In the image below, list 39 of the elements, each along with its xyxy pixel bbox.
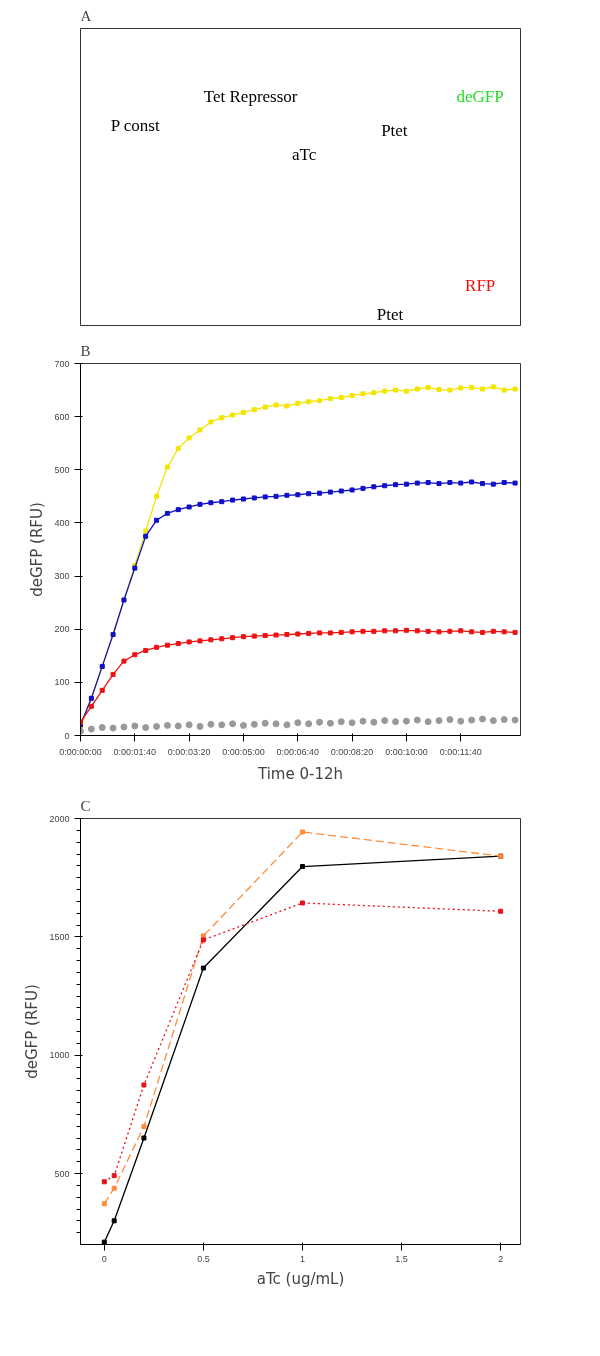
y-tick-label: 700 [54,358,70,369]
text: aTc [292,145,317,164]
x-tick-label: 1.5 [395,1253,408,1264]
y-tick-label: 100 [54,677,70,688]
x-tick-label: 0 [101,1253,107,1264]
x-tick-label: 0:00:03:20 [167,746,211,757]
y-tick-label: 1500 [49,931,70,942]
chart-title: B [80,342,91,359]
x-tick-label: 0:00:06:40 [276,746,320,757]
y-axis-title: deGFP (RFU) [23,984,42,1079]
x-tick-label: 2 [498,1253,504,1264]
x-tick-label: 1 [299,1253,305,1264]
text: P const [110,116,160,136]
x-axis-title: aTc (ug/mL) [256,1269,345,1288]
x-tick-label: 0:00:10:00 [385,746,428,757]
x-tick-label: 0:00:01:40 [113,746,157,757]
x-axis-title: Time 0-12h [256,764,344,783]
y-tick-label: 500 [54,1168,70,1179]
text: A [80,7,92,24]
text: Ptet [376,305,404,325]
y-tick-label: 400 [54,517,70,528]
text: RFP [465,275,496,295]
y-tick-label: 300 [54,571,70,582]
x-tick-label: 0:00:11:40 [439,746,482,757]
y-tick-label: 2000 [49,813,70,824]
x-tick-label: 0:00:05:00 [222,746,265,757]
x-tick-label: 0:00:08:20 [330,746,374,757]
text: deGFP [456,86,504,106]
y-tick-label: 500 [54,464,70,475]
text: Ptet [381,120,408,140]
y-tick-label: 1000 [49,1050,70,1061]
y-tick-label: 600 [54,411,70,422]
x-tick-label: 0:00:00:00 [59,746,102,757]
text: Tet Repressor [203,86,298,106]
x-tick-label: 0.5 [197,1253,210,1264]
y-tick-label: 200 [54,624,70,635]
y-axis-title: deGFP (RFU) [28,502,47,597]
y-tick-label: 0 [64,730,70,741]
chart-title: C [80,797,91,814]
